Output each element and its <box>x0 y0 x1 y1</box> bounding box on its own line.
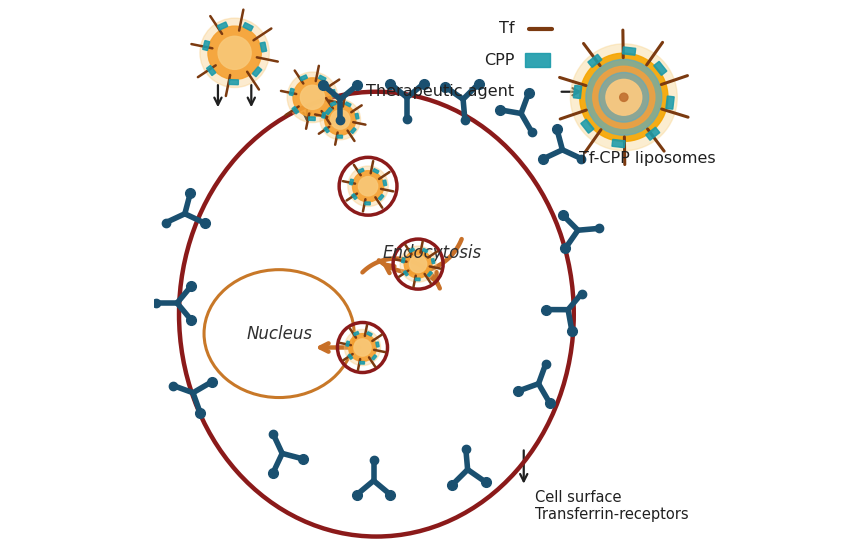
Circle shape <box>331 110 350 129</box>
Circle shape <box>287 72 338 123</box>
Polygon shape <box>428 271 432 276</box>
Polygon shape <box>353 331 359 336</box>
Polygon shape <box>373 168 379 173</box>
Polygon shape <box>666 96 674 109</box>
Circle shape <box>348 334 377 361</box>
Polygon shape <box>402 257 405 263</box>
Polygon shape <box>383 180 387 186</box>
Circle shape <box>353 171 384 202</box>
Text: Cell surface
Transferrin-receptors: Cell surface Transferrin-receptors <box>535 490 689 522</box>
Polygon shape <box>612 140 625 148</box>
Polygon shape <box>574 86 581 98</box>
Polygon shape <box>243 22 253 31</box>
Text: Nucleus: Nucleus <box>246 325 312 342</box>
Text: Therapeutic agent: Therapeutic agent <box>366 85 514 99</box>
Circle shape <box>619 93 628 101</box>
Polygon shape <box>416 278 420 281</box>
Polygon shape <box>349 179 353 185</box>
Circle shape <box>200 18 270 87</box>
Polygon shape <box>346 341 350 346</box>
Polygon shape <box>260 42 267 52</box>
Circle shape <box>593 66 655 128</box>
Polygon shape <box>623 47 636 55</box>
Polygon shape <box>218 22 228 30</box>
Polygon shape <box>525 53 550 67</box>
Polygon shape <box>422 249 428 252</box>
Polygon shape <box>289 88 295 96</box>
Circle shape <box>359 177 378 196</box>
Circle shape <box>599 72 649 122</box>
Text: Endocytosis: Endocytosis <box>383 244 481 262</box>
Polygon shape <box>654 61 667 76</box>
Circle shape <box>606 80 642 115</box>
Circle shape <box>218 36 251 70</box>
Polygon shape <box>203 41 210 51</box>
Polygon shape <box>252 67 262 77</box>
Polygon shape <box>352 193 357 200</box>
Circle shape <box>354 339 372 356</box>
Polygon shape <box>410 248 415 252</box>
Polygon shape <box>378 195 384 200</box>
Circle shape <box>293 78 332 117</box>
Polygon shape <box>345 102 351 107</box>
Polygon shape <box>292 107 299 114</box>
Polygon shape <box>367 332 372 336</box>
Polygon shape <box>319 75 326 81</box>
Text: CPP: CPP <box>484 53 514 67</box>
Circle shape <box>586 59 662 135</box>
Polygon shape <box>358 168 364 173</box>
Circle shape <box>410 256 427 273</box>
Circle shape <box>325 104 356 135</box>
Polygon shape <box>348 354 353 359</box>
Circle shape <box>320 100 360 140</box>
Circle shape <box>580 53 668 141</box>
Polygon shape <box>365 202 371 205</box>
Polygon shape <box>403 271 409 276</box>
Polygon shape <box>337 135 342 138</box>
Polygon shape <box>355 113 359 119</box>
Circle shape <box>301 85 325 110</box>
Text: Tf-CPP liposomes: Tf-CPP liposomes <box>580 151 716 166</box>
Polygon shape <box>206 66 216 76</box>
Polygon shape <box>359 361 365 364</box>
Circle shape <box>404 250 432 278</box>
Polygon shape <box>431 259 435 264</box>
Circle shape <box>345 329 380 366</box>
Circle shape <box>208 26 261 80</box>
Polygon shape <box>308 117 315 121</box>
Polygon shape <box>372 355 377 360</box>
Polygon shape <box>324 127 329 133</box>
Polygon shape <box>321 112 326 118</box>
Circle shape <box>348 166 388 206</box>
Polygon shape <box>300 75 308 81</box>
Circle shape <box>570 44 677 151</box>
Polygon shape <box>588 54 602 67</box>
Polygon shape <box>229 80 238 85</box>
Circle shape <box>400 246 436 282</box>
Polygon shape <box>330 102 336 106</box>
Polygon shape <box>331 90 336 97</box>
Polygon shape <box>581 119 594 133</box>
Text: Tf: Tf <box>499 22 514 36</box>
Polygon shape <box>326 107 333 115</box>
Polygon shape <box>351 128 356 133</box>
Polygon shape <box>376 342 379 347</box>
Polygon shape <box>645 127 660 140</box>
